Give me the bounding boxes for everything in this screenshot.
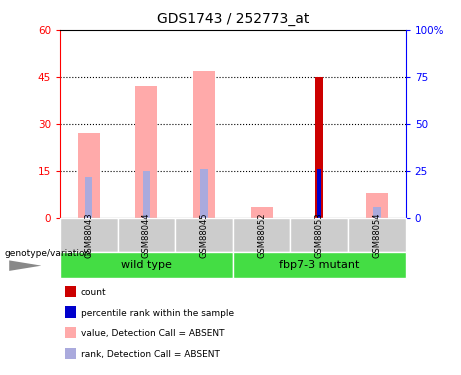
Bar: [78, 133, 100, 218]
Bar: [60, 217, 118, 252]
Polygon shape: [9, 260, 41, 271]
Text: value, Detection Call = ABSENT: value, Detection Call = ABSENT: [81, 329, 224, 338]
Bar: [373, 207, 381, 218]
Text: GSM88053: GSM88053: [315, 212, 324, 258]
Bar: [200, 169, 208, 217]
Text: count: count: [81, 288, 106, 297]
Text: GSM88052: GSM88052: [257, 212, 266, 258]
Text: GSM88054: GSM88054: [372, 212, 381, 258]
Text: fbp7-3 mutant: fbp7-3 mutant: [279, 260, 360, 270]
Bar: [315, 77, 323, 218]
Bar: [193, 70, 215, 217]
Bar: [290, 217, 348, 252]
Bar: [348, 217, 406, 252]
Text: rank, Detection Call = ABSENT: rank, Detection Call = ABSENT: [81, 350, 219, 359]
Text: GSM88045: GSM88045: [200, 212, 208, 258]
Text: GSM88043: GSM88043: [84, 212, 93, 258]
Text: genotype/variation: genotype/variation: [5, 249, 91, 258]
Text: GSM88044: GSM88044: [142, 212, 151, 258]
Bar: [317, 169, 321, 217]
Text: percentile rank within the sample: percentile rank within the sample: [81, 309, 234, 318]
Bar: [366, 192, 388, 217]
Bar: [118, 217, 175, 252]
Bar: [233, 252, 406, 278]
Bar: [175, 217, 233, 252]
Bar: [136, 86, 157, 218]
Bar: [60, 252, 233, 278]
Title: GDS1743 / 252773_at: GDS1743 / 252773_at: [157, 12, 309, 26]
Bar: [85, 177, 93, 218]
Bar: [233, 217, 290, 252]
Bar: [142, 171, 150, 217]
Bar: [251, 207, 272, 218]
Text: wild type: wild type: [121, 260, 172, 270]
